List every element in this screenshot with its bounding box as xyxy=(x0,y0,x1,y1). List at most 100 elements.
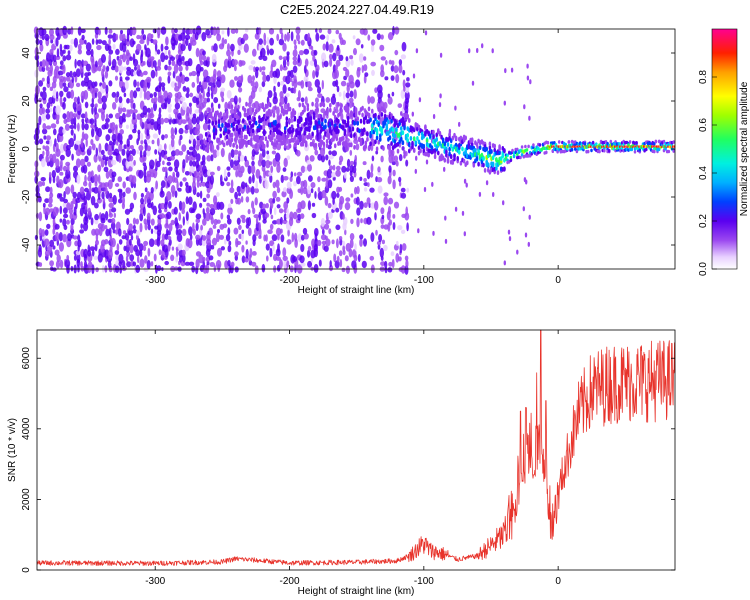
spectrogram-cell xyxy=(454,105,457,111)
spectrogram-cell xyxy=(400,136,403,142)
spectrogram-cell xyxy=(208,227,213,236)
spectrogram-cell xyxy=(37,181,43,187)
spectrogram-cell xyxy=(265,234,268,242)
spectrogram-cell xyxy=(128,154,134,162)
spectrogram-cell xyxy=(338,186,343,192)
spectrogram-cell xyxy=(241,231,244,241)
spectrogram-cell xyxy=(380,224,385,229)
spectrogram-cell xyxy=(254,143,258,149)
spectrogram-cell xyxy=(268,28,275,35)
spectrogram-cell xyxy=(396,240,399,246)
spectrogram-cell xyxy=(150,187,154,194)
spectrogram-cell xyxy=(400,111,403,116)
spectrogram-cell xyxy=(504,68,507,74)
spectrogram-cell xyxy=(307,200,311,211)
spectrogram-cell xyxy=(297,90,301,100)
spectrogram-cell xyxy=(188,261,195,266)
spectrogram-cell xyxy=(444,215,447,221)
spectrogram-cell xyxy=(325,108,329,113)
spectrogram-cell xyxy=(237,104,240,110)
spectrogram-cell xyxy=(135,218,139,225)
spectrogram-cell xyxy=(46,223,51,229)
spectrogram-cell xyxy=(143,70,148,76)
spectrogram-cell xyxy=(104,225,108,230)
spectrogram-cell xyxy=(258,222,262,232)
spectrogram-cell xyxy=(139,249,143,258)
spectrogram-cell xyxy=(388,261,393,267)
spectrogram-cell xyxy=(110,221,116,230)
spectrogram-cell xyxy=(164,207,168,213)
spectrogram-cell xyxy=(202,69,209,79)
spectrogram-cell xyxy=(209,142,213,148)
spectrogram-cell xyxy=(49,260,54,267)
spectrogram-cell xyxy=(126,66,132,71)
spectrogram-cell xyxy=(356,207,361,216)
spectrogram-cell xyxy=(643,145,645,148)
spectrogram-cell xyxy=(205,29,211,36)
spectrogram-cell xyxy=(234,251,239,257)
spectrogram-cell xyxy=(150,69,156,79)
spectrogram-cell xyxy=(170,254,175,262)
spectrogram-cell xyxy=(261,165,266,172)
spectrogram-cell xyxy=(289,211,294,221)
spectrogram-cell xyxy=(322,135,326,141)
spectrogram-cell xyxy=(270,165,274,173)
spectrogram-cell xyxy=(261,66,266,71)
spectrogram-cell xyxy=(296,175,301,185)
spectrogram-cell xyxy=(335,165,341,171)
spectrogram-cell xyxy=(251,107,255,113)
spectrogram-cell xyxy=(319,34,326,40)
spectrogram-cell xyxy=(186,87,190,94)
spectrogram-cell xyxy=(51,170,56,179)
spectrogram-cell xyxy=(54,65,60,72)
spectrogram-cell xyxy=(300,262,306,267)
spectrogram-cell xyxy=(195,47,200,58)
spectrogram-cell xyxy=(367,112,371,118)
spectrogram-cell xyxy=(280,228,283,234)
spectrogram-cell xyxy=(306,103,310,108)
spectrogram-cell xyxy=(451,160,455,165)
spectrogram-cell xyxy=(125,187,131,194)
spectrogram-cell xyxy=(316,132,319,138)
spectrogram-cell xyxy=(140,192,144,198)
spectrogram-cell xyxy=(94,228,100,236)
spectrogram-cell xyxy=(284,33,287,42)
spectrogram-cell xyxy=(53,128,57,136)
spectrogram-cell xyxy=(153,253,157,262)
spectrogram-cell xyxy=(188,226,193,236)
spectrogram-cell xyxy=(335,79,339,88)
spectrogram-cell xyxy=(349,149,353,156)
spectrogram-cell xyxy=(254,81,259,89)
spectrogram-cell xyxy=(241,181,246,190)
spectrogram-cell xyxy=(184,261,191,266)
spectrogram-cell xyxy=(453,153,456,159)
spectrogram-cell xyxy=(348,126,352,132)
spectrogram-cell xyxy=(163,143,167,151)
spectrogram-cell xyxy=(62,202,67,208)
spectrogram-cell xyxy=(324,124,327,130)
spectrogram-cell xyxy=(303,64,307,74)
spectrogram-cell xyxy=(317,113,321,119)
spectrogram-cell xyxy=(44,33,50,42)
spectrogram-cell xyxy=(108,113,114,119)
spectrogram-cell xyxy=(273,91,277,100)
spectrogram-cell xyxy=(346,158,351,168)
spectrogram-cell xyxy=(70,223,74,232)
spectrogram-cell xyxy=(48,196,53,204)
spectrogram-cell xyxy=(83,90,89,100)
colorbar-tick-label: 0.2 xyxy=(698,214,709,228)
spectrogram-cell xyxy=(298,50,304,56)
colorbar: 0.00.20.40.60.8 Normalized spectral ampl… xyxy=(698,28,750,276)
spectrogram-cell xyxy=(432,134,435,140)
spectrogram-cell xyxy=(388,165,392,173)
spectrogram-cell xyxy=(70,26,74,35)
spectrogram-cell xyxy=(73,165,78,172)
spectrogram-cell xyxy=(192,222,195,232)
spectrogram-cell xyxy=(286,51,290,56)
spectrogram-cell xyxy=(290,133,294,138)
spectrogram-cell xyxy=(382,146,385,151)
spectrogram-cell xyxy=(65,161,71,167)
spectrogram-cell xyxy=(73,116,77,126)
spectrogram-cell xyxy=(77,234,81,242)
spectrogram-cell xyxy=(167,103,172,109)
